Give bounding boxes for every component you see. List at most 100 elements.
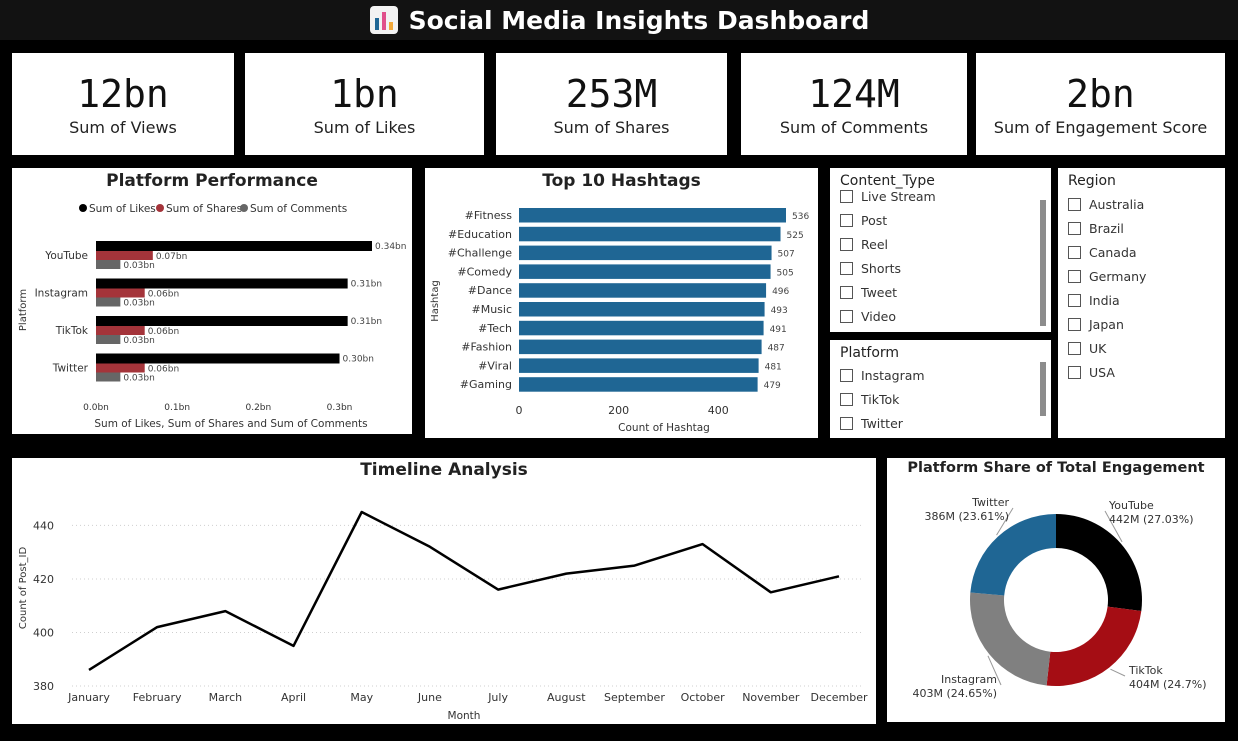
checkbox[interactable]: [840, 416, 853, 430]
kpi-label: Sum of Likes: [313, 117, 416, 137]
slicer-item-video[interactable]: Video: [840, 304, 936, 328]
chart-title: Timeline Analysis: [360, 460, 528, 480]
slicer-item-tiktok[interactable]: TikTok: [840, 387, 925, 411]
checkbox[interactable]: [1068, 341, 1081, 355]
checkbox[interactable]: [840, 189, 853, 203]
bar[interactable]: [519, 358, 759, 373]
data-label: 0.03bn: [123, 261, 154, 271]
data-label: 0.31bn: [351, 317, 382, 327]
bar[interactable]: [96, 335, 121, 344]
slicer-item-usa[interactable]: USA: [1068, 360, 1146, 384]
bar[interactable]: [96, 241, 372, 251]
checkbox[interactable]: [1068, 269, 1081, 283]
x-tick-label: February: [133, 691, 182, 704]
bar[interactable]: [96, 260, 121, 269]
slicer-item-label: Instagram: [861, 367, 925, 383]
bar[interactable]: [519, 226, 781, 242]
x-tick-label: 0.3bn: [327, 403, 353, 413]
slicer-item-japan[interactable]: Japan: [1068, 312, 1146, 336]
top-hashtags-chart: Hashtag Count of Hashtag #Fitness 536 #Edu…: [430, 208, 809, 434]
checkbox[interactable]: [840, 368, 853, 382]
y-tick-label: 380: [33, 680, 54, 693]
kpi-label: Sum of Shares: [553, 117, 670, 137]
slicer-item-germany[interactable]: Germany: [1068, 264, 1146, 288]
bar[interactable]: [519, 264, 771, 279]
bar[interactable]: [519, 339, 762, 355]
x-tick-label: 0.0bn: [83, 403, 109, 413]
checkbox[interactable]: [840, 392, 853, 406]
bar[interactable]: [519, 320, 764, 336]
bar[interactable]: [519, 377, 758, 392]
bar[interactable]: [96, 372, 121, 382]
bar[interactable]: [96, 326, 145, 335]
category-label: #Fitness: [465, 209, 513, 222]
x-axis-label: Month: [448, 710, 481, 722]
slice-label: 442M (27.03%): [1109, 513, 1194, 526]
legend-marker-likes: [79, 204, 87, 212]
kpi-label: Sum of Engagement Score: [993, 117, 1208, 137]
slicer-scrollbar[interactable]: [1040, 200, 1046, 326]
bar[interactable]: [519, 245, 772, 261]
bar[interactable]: [96, 297, 121, 307]
slicer-title: Platform: [840, 345, 900, 361]
slicer-item-uk[interactable]: UK: [1068, 336, 1146, 360]
data-label: 0.06bn: [148, 290, 179, 300]
slicer-item-australia[interactable]: Australia: [1068, 192, 1146, 216]
slicer-item-tweet[interactable]: Tweet: [840, 280, 936, 304]
region-slicer: Region Australia Brazil Canada Germany I…: [1058, 168, 1225, 438]
slicer-item-twitter[interactable]: Twitter: [840, 411, 925, 435]
slicer-scrollbar[interactable]: [1040, 362, 1046, 416]
slicer-item-instagram[interactable]: Instagram: [840, 363, 925, 387]
bar[interactable]: [519, 208, 786, 223]
data-label: 493: [771, 306, 788, 316]
bar[interactable]: [96, 288, 145, 298]
checkbox[interactable]: [1068, 317, 1081, 331]
donut-slice[interactable]: [1056, 514, 1142, 611]
x-tick-label: September: [604, 691, 665, 704]
checkbox[interactable]: [840, 213, 853, 227]
donut-slice[interactable]: [970, 592, 1051, 686]
bar[interactable]: [96, 278, 348, 289]
kpi-value: 124M: [808, 71, 900, 116]
legend-likes[interactable]: Sum of Likes: [89, 203, 156, 215]
checkbox[interactable]: [1068, 197, 1081, 211]
x-tick-label: May: [350, 691, 373, 704]
bar[interactable]: [519, 283, 767, 298]
slicer-item-post[interactable]: Post: [840, 208, 936, 232]
data-label: 491: [770, 325, 787, 335]
checkbox[interactable]: [1068, 293, 1081, 307]
legend-marker-shares: [156, 204, 164, 212]
bar-chart-icon: [369, 6, 398, 34]
chart-title: Platform Share of Total Engagement: [907, 460, 1205, 476]
donut-slice[interactable]: [1046, 606, 1142, 686]
slicer-item-shorts[interactable]: Shorts: [840, 256, 936, 280]
checkbox[interactable]: [840, 237, 853, 251]
slicer-item-label: Video: [861, 308, 897, 324]
series-line[interactable]: [88, 510, 840, 671]
slicer-title: Content_Type: [840, 173, 935, 189]
checkbox[interactable]: [840, 261, 853, 275]
bar[interactable]: [519, 302, 765, 317]
slice-name: YouTube: [1108, 499, 1154, 512]
checkbox[interactable]: [1068, 245, 1081, 259]
bar[interactable]: [96, 353, 340, 364]
bar[interactable]: [96, 251, 153, 260]
checkbox[interactable]: [840, 309, 853, 323]
donut-slice[interactable]: [970, 514, 1056, 596]
data-label: 0.34bn: [375, 242, 406, 252]
checkbox[interactable]: [840, 285, 853, 299]
slicer-item-india[interactable]: India: [1068, 288, 1146, 312]
bar[interactable]: [96, 363, 145, 373]
x-tick-label: 400: [708, 404, 729, 417]
slicer-item-brazil[interactable]: Brazil: [1068, 216, 1146, 240]
data-label: 505: [777, 268, 794, 278]
legend-shares[interactable]: Sum of Shares: [166, 203, 242, 215]
x-axis-label: Sum of Likes, Sum of Shares and Sum of C…: [94, 418, 367, 430]
slicer-item-live-stream[interactable]: Live Stream: [840, 184, 936, 208]
checkbox[interactable]: [1068, 365, 1081, 379]
slicer-item-canada[interactable]: Canada: [1068, 240, 1146, 264]
checkbox[interactable]: [1068, 221, 1081, 235]
bar[interactable]: [96, 316, 348, 326]
slicer-item-reel[interactable]: Reel: [840, 232, 936, 256]
legend-comments[interactable]: Sum of Comments: [250, 203, 347, 215]
